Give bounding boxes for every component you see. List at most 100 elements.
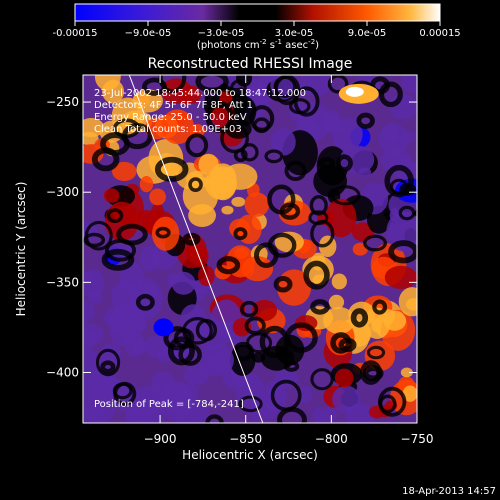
x-axis-ticks [159,75,418,423]
heatmap-contour [240,143,259,162]
heatmap-contour [204,87,237,109]
heatmap-contour [270,379,302,412]
heatmap-blob [320,407,338,423]
heatmap-blob [402,385,417,402]
colorbar-tick-label: -0.00015 [53,28,98,39]
heatmap-contour [216,256,241,275]
x-tick-label: −750 [401,432,434,446]
heatmap-contour [335,154,353,172]
heatmap-blob [87,290,103,304]
heatmap-blob [103,306,136,330]
y-axis-ticks [83,101,417,374]
heatmap-contour [112,382,133,400]
heatmap-blob [94,75,121,91]
heatmap-contour [230,79,247,98]
heatmap-blob [198,153,219,175]
heatmap-blob [234,247,249,259]
heatmap-contour [378,81,403,108]
heatmap-blob [103,188,120,203]
footer-date: 18-Apr-2013 14:57 [402,486,496,497]
heatmap-blob [270,128,296,156]
heatmap-contour [220,123,250,154]
heatmap-blob [331,273,347,290]
heatmap-blob [298,75,333,97]
annotation-peak: Position of Peak = [-784,-241] [94,399,244,410]
heatmap-contour [366,345,386,360]
heatmap-contour [249,105,275,132]
heatmap-contour [310,299,330,315]
heatmap-contour [100,360,116,374]
colorbar-tick-label: −3.0e-05 [198,28,245,39]
heatmap-contour [205,414,224,423]
heatmap-blob [83,300,95,323]
heatmap-contour [273,75,301,106]
heatmap-contour [377,386,407,417]
x-axis-label: Heliocentric X (arcsec) [182,448,318,462]
heatmap-blob [241,256,274,282]
heatmap-blob [112,161,137,181]
heatmap-blob [100,342,122,367]
heatmap-blob [378,123,409,156]
heatmap-blob [209,166,237,201]
heatmap-contour [359,360,382,385]
heatmap-blob [92,372,108,391]
heatmap-contour [309,195,328,216]
x-axis-tick-labels: −900 −850 −800 −750 [144,432,434,446]
heatmap-contour [182,232,201,246]
heatmap-blob [252,299,278,322]
heatmap-blob [161,160,180,179]
annotation-block: 23-Jul-2002 18:45:44.000 to 18:47:12.000… [94,88,306,410]
heatmap-blob [83,118,105,138]
heatmap-contour [104,238,137,262]
heatmap-blob [384,265,417,289]
heatmap-contour [106,208,124,224]
heatmap-blob [119,261,145,293]
heatmap-blob [151,216,180,251]
heatmap-blob [236,75,253,87]
x-tick-label: −800 [315,432,348,446]
heatmap-contour [155,226,171,239]
heatmap-blob [160,109,195,145]
heatmap-contour [363,234,387,252]
heatmap-blob [244,192,270,217]
heatmap-blob [221,205,234,215]
heatmap-contour [330,185,361,206]
heatmap-contour [135,293,155,311]
heatmap-blob [401,131,417,143]
annotation-time: 23-Jul-2002 18:45:44.000 to 18:47:12.000 [94,88,306,99]
heatmap-contour [178,343,202,366]
plot-frame [82,74,418,424]
heatmap-blob [323,306,355,335]
y-axis-label: Heliocentric Y (arcsec) [14,182,28,317]
heatmap-contour [303,260,330,290]
y-tick-label: −300 [46,185,79,199]
annotation-clean: Clean Total counts: 1.09E+03 [94,124,242,135]
heatmap-blob [358,167,372,178]
peak-core [345,86,364,97]
heatmap-blob [231,196,246,207]
heatmap-blob [400,367,413,378]
heatmap-contour [205,100,235,134]
heatmap-blob [83,323,104,347]
heatmap-contour [350,308,369,328]
x-tick-label: −900 [144,432,177,446]
heatmap-blob [133,337,147,355]
heatmap-contour [95,348,121,377]
heatmap-blob [328,294,345,310]
heatmap-blob [383,310,407,331]
heatmap-contour [308,210,329,226]
heatmap-contour [254,242,279,269]
heatmap-blob [176,400,212,423]
heatmap-contour [195,318,218,342]
heatmap-blob [149,188,166,206]
heatmap-contour [293,86,320,117]
heatmap-blob [179,91,193,105]
solar-limb-line [128,74,264,424]
heatmap-contour [185,133,209,158]
heatmap-contour [284,160,307,182]
chart-title: Reconstructed RHESSI Image [148,56,353,72]
heatmap-contour [233,227,248,241]
y-axis-tick-labels: −250 −300 −350 −400 [46,95,79,379]
heatmap-blob [134,316,147,331]
